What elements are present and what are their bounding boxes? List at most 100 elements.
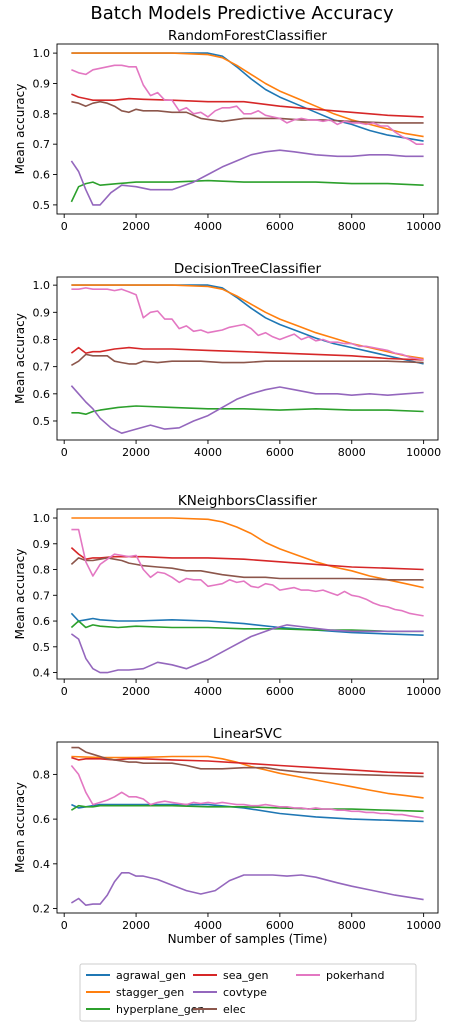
chart-2-line-pokerhand <box>71 287 424 361</box>
chart-1-ytick-label: 0.8 <box>33 108 51 121</box>
chart-3-ytick-label: 0.4 <box>33 667 51 680</box>
chart-1-ytick-label: 0.5 <box>33 199 51 212</box>
chart-1-xtick-label: 4000 <box>194 220 222 233</box>
chart-3-xtick-label: 4000 <box>194 685 222 698</box>
chart-3-xtick-label: 8000 <box>338 685 366 698</box>
chart-2-ytick-label: 0.6 <box>33 388 51 401</box>
chart-1-line-pokerhand <box>71 64 424 145</box>
chart-2-xtick-label: 0 <box>61 446 68 459</box>
chart-4-line-elec <box>71 746 424 778</box>
chart-2-xtick-label: 8000 <box>338 446 366 459</box>
chart-2-line-elec <box>71 353 424 366</box>
chart-3-ytick-label: 0.8 <box>33 564 51 577</box>
legend-item-pokerhand: pokerhand <box>296 969 384 982</box>
legend-label: hyperplane_gen <box>116 1003 205 1016</box>
chart-3-ytick-label: 0.9 <box>33 538 51 551</box>
chart-3-ytick-label: 0.6 <box>33 615 51 628</box>
chart-4-line-sea-gen <box>71 756 424 775</box>
chart-1-axes-frame <box>56 43 439 215</box>
chart-1-line-covtype <box>70 149 424 206</box>
chart-1-xtick-label: 0 <box>61 220 68 233</box>
chart-4-xtick-label: 4000 <box>194 919 222 932</box>
chart-1-line-stagger-gen <box>71 52 424 138</box>
chart-2-line-covtype <box>70 385 424 435</box>
chart-1-ytick-label: 0.7 <box>33 138 51 151</box>
chart-1-ylabel: Mean accuracy <box>13 84 27 175</box>
figure-title: Batch Models Predictive Accuracy <box>90 3 394 24</box>
chart-2-ytick-label: 0.8 <box>33 333 51 346</box>
chart-2-xtick-label: 4000 <box>194 446 222 459</box>
chart-3-ytick-label: 0.7 <box>33 589 51 602</box>
chart-3-xtick-label: 10000 <box>406 685 441 698</box>
chart-4-ytick-label: 0.8 <box>33 768 51 781</box>
chart-2-title: DecisionTreeClassifier <box>174 261 322 277</box>
chart-2-series-group <box>70 284 424 435</box>
chart-1-xtick-label: 10000 <box>406 220 441 233</box>
chart-4-axes-frame <box>56 741 439 914</box>
legend-item-stagger-gen: stagger_gen <box>86 986 184 999</box>
chart-4-ytick-label: 0.4 <box>33 858 51 871</box>
chart-3-xtick-label: 6000 <box>266 685 294 698</box>
chart-1: RandomForestClassifier 0 2000 4000 6000 8000 1… <box>13 28 441 233</box>
chart-3-xtick-label: 2000 <box>122 685 150 698</box>
legend-frame <box>79 963 417 1022</box>
chart-3-line-stagger-gen <box>71 517 424 589</box>
legend-label: sea_gen <box>223 969 268 982</box>
chart-2-xtick-label: 6000 <box>266 446 294 459</box>
chart-2-ytick-label: 0.7 <box>33 361 51 374</box>
chart-1-xtick-label: 2000 <box>122 220 150 233</box>
chart-4-line-stagger-gen <box>71 755 424 799</box>
chart-1-title: RandomForestClassifier <box>168 28 327 44</box>
chart-4-xtick-label: 6000 <box>266 919 294 932</box>
chart-4-line-hyperplane-gen <box>70 804 424 813</box>
chart-3-ylabel: Mean accuracy <box>13 549 27 640</box>
chart-3-line-elec <box>70 557 424 581</box>
chart-4-line-covtype <box>70 871 424 907</box>
chart-3-line-covtype <box>70 624 424 674</box>
chart-2-ytick-label: 0.5 <box>33 415 51 428</box>
legend-label: pokerhand <box>326 969 384 982</box>
legend-item-covtype: covtype <box>193 986 267 999</box>
legend-item-sea-gen: sea_gen <box>193 969 268 982</box>
chart-4-ytick-label: 0.2 <box>33 903 51 916</box>
chart-1-ytick-label: 0.9 <box>33 77 51 90</box>
legend-item-agrawal-gen: agrawal_gen <box>86 969 186 982</box>
chart-4-title: LinearSVC <box>213 726 282 742</box>
chart-1-line-sea-gen <box>71 93 424 118</box>
chart-3-line-sea-gen <box>70 547 424 571</box>
chart-2-line-hyperplane-gen <box>71 405 424 416</box>
legend-label: covtype <box>223 986 267 999</box>
chart-2-ylabel: Mean accuracy <box>13 313 27 404</box>
chart-1-xtick-label: 8000 <box>338 220 366 233</box>
chart-4-ytick-label: 0.6 <box>33 813 51 826</box>
chart-2-axes-frame <box>56 276 439 441</box>
legend-item-hyperplane-gen: hyperplane_gen <box>86 1003 205 1016</box>
chart-2-xtick-label: 10000 <box>406 446 441 459</box>
chart-3-series-group <box>70 517 424 674</box>
chart-4-line-pokerhand <box>70 764 424 819</box>
chart-4-xtick-label: 10000 <box>406 919 441 932</box>
chart-3-xtick-label: 0 <box>61 685 68 698</box>
chart-3-axes-frame <box>56 508 439 680</box>
chart-1-ytick-label: 0.6 <box>33 169 51 182</box>
legend-label: elec <box>223 1003 246 1016</box>
subplots: RandomForestClassifier 0 2000 4000 6000 8000 1… <box>13 28 441 946</box>
legend-item-elec: elec <box>193 1003 246 1016</box>
legend: agrawal_gen stagger_gen hyperplane_gen sea_… <box>79 963 417 1022</box>
chart-1-line-elec <box>71 100 424 124</box>
chart-4-xtick-label: 8000 <box>338 919 366 932</box>
chart-4: LinearSVC 0 2000 4000 6000 8000 10000 0.2 0.4 0.6… <box>13 726 441 946</box>
chart-3-line-hyperplane-gen <box>70 620 424 633</box>
chart-3-title: KNeighborsClassifier <box>178 493 318 509</box>
chart-4-ylabel: Mean accuracy <box>13 782 27 873</box>
chart-2: DecisionTreeClassifier 0 2000 4000 6000 8000 1… <box>13 261 441 459</box>
chart-2-ytick-label: 1.0 <box>33 279 51 292</box>
chart-2-line-sea-gen <box>70 346 424 361</box>
chart-3: KNeighborsClassifier 0 2000 4000 6000 8000 100… <box>13 493 441 698</box>
chart-3-line-pokerhand <box>71 528 424 617</box>
chart-2-xtick-label: 2000 <box>122 446 150 459</box>
chart-1-series-group <box>70 52 424 206</box>
chart-1-xtick-label: 6000 <box>266 220 294 233</box>
chart-4-xtick-label: 0 <box>61 919 68 932</box>
